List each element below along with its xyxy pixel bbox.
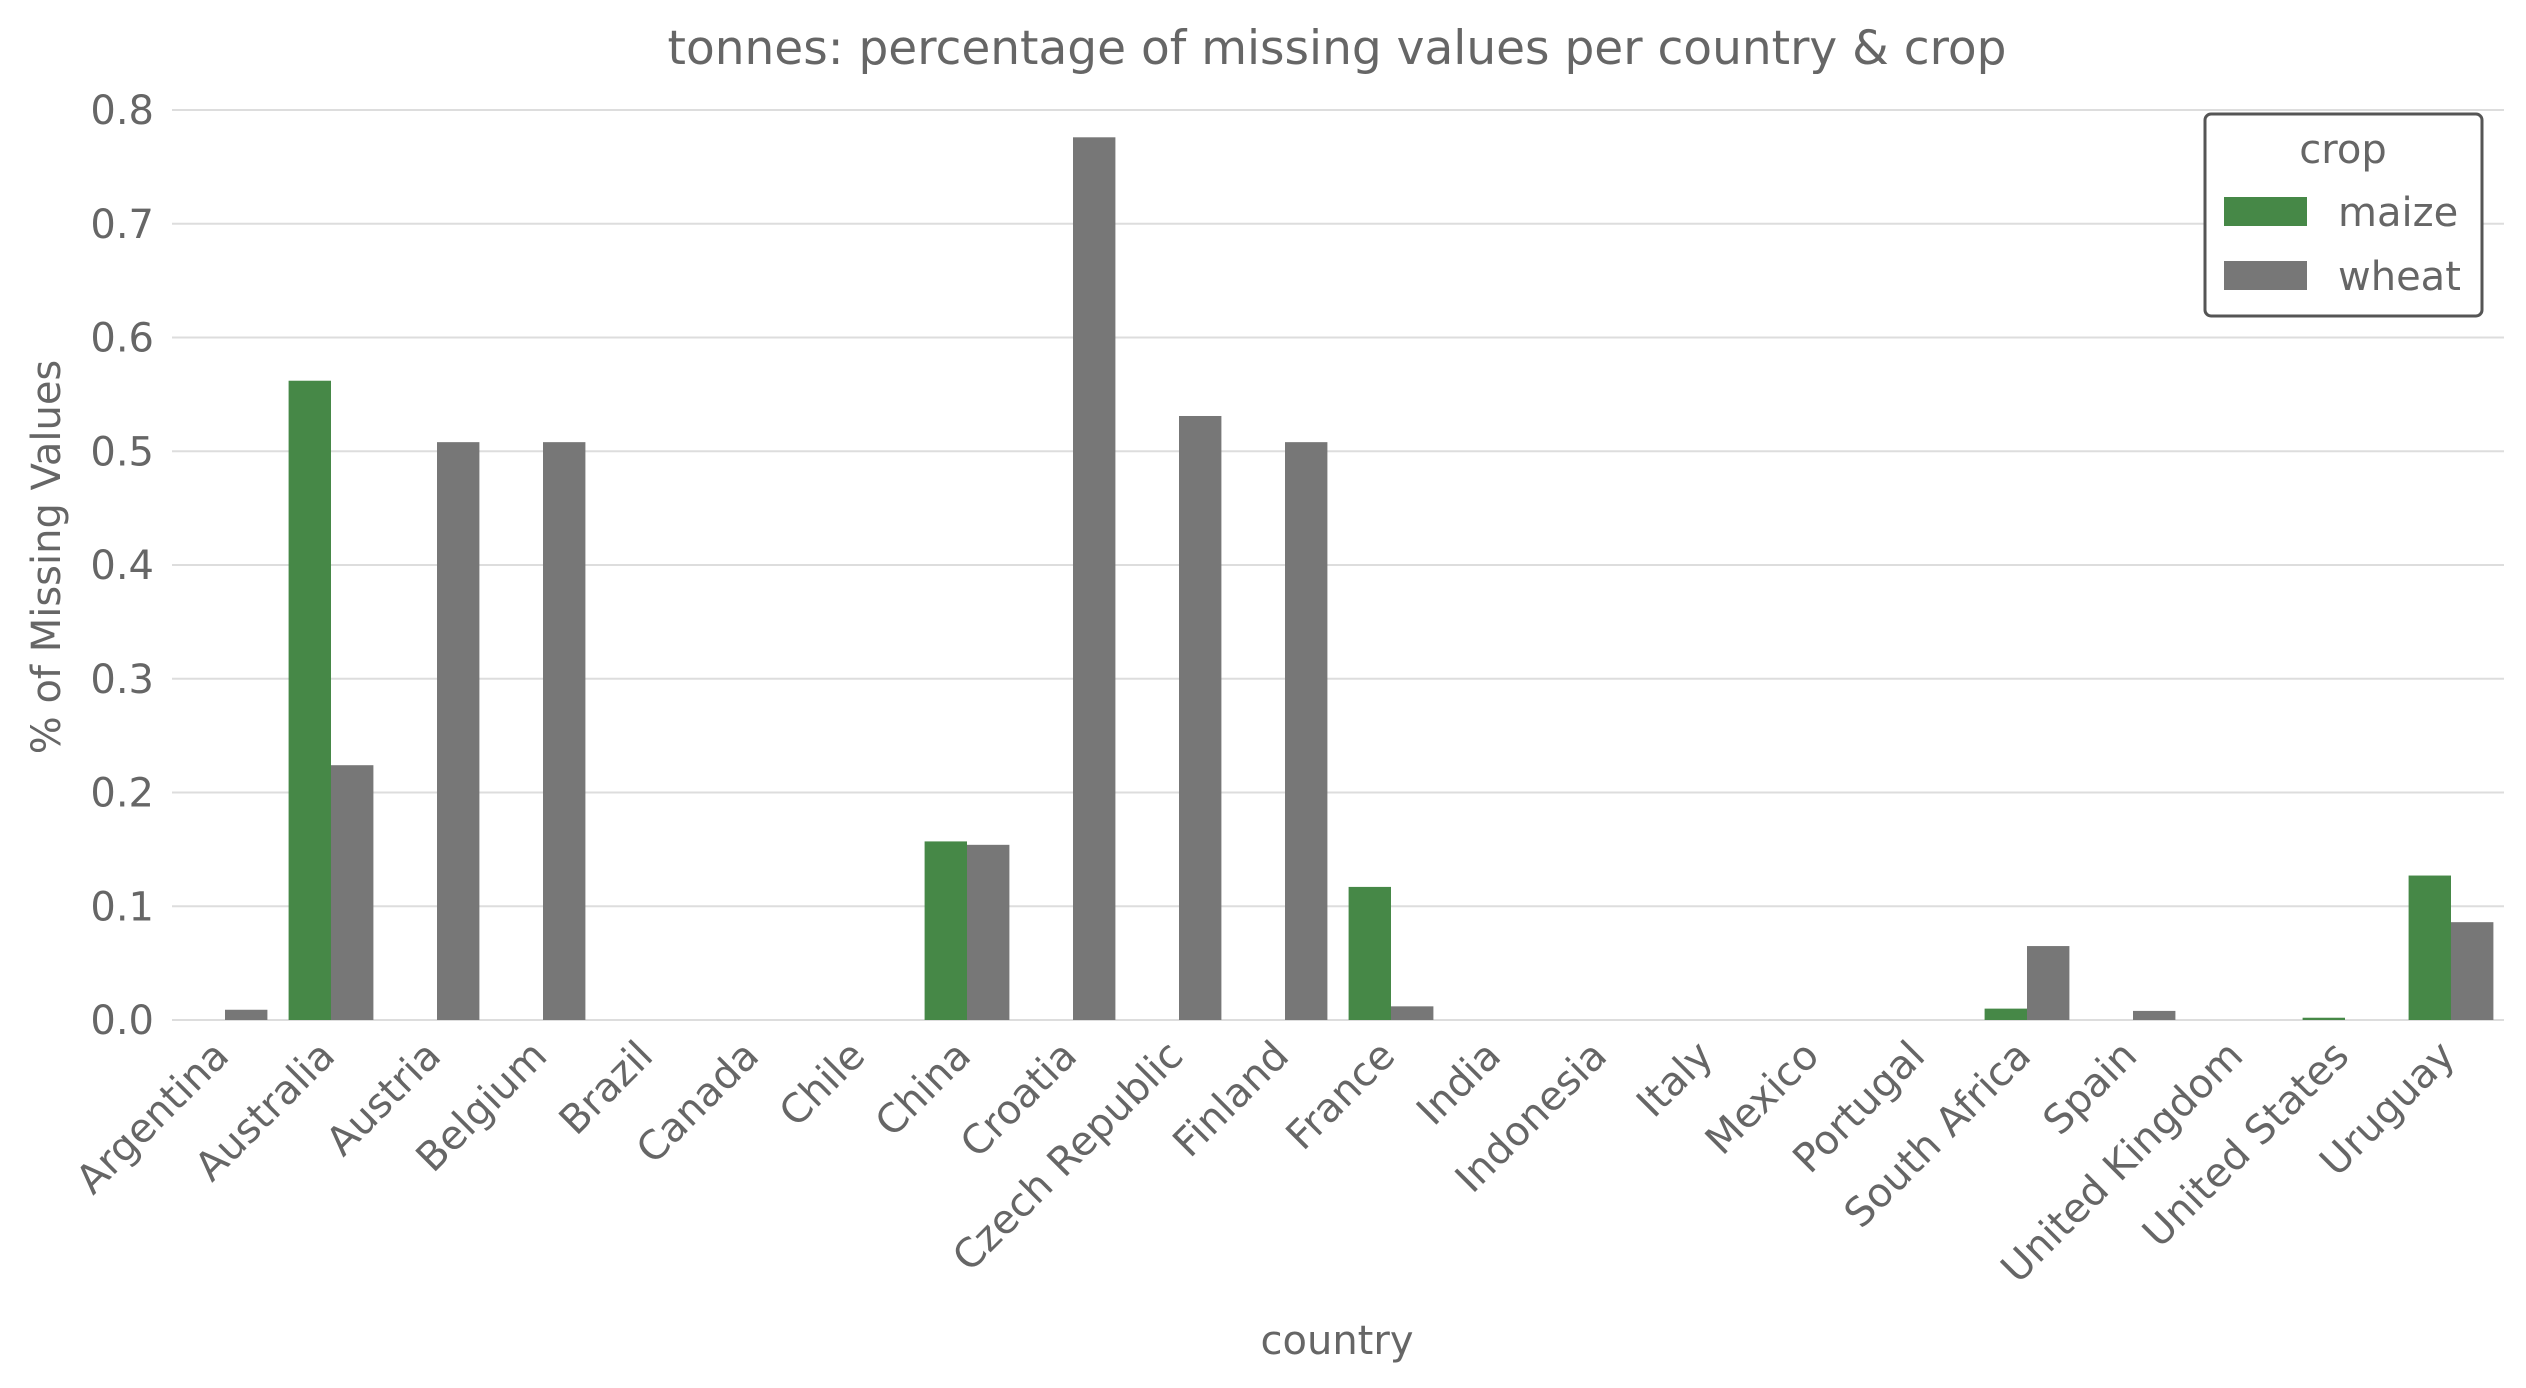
bar-maize-united-states — [2302, 1017, 2345, 1020]
bar-wheat-czech-republic — [1179, 415, 1222, 1020]
chart-title: tonnes: percentage of missing values per… — [668, 21, 2007, 76]
bar-wheat-uruguay — [2451, 922, 2494, 1020]
y-tick-label: 0.1 — [90, 884, 154, 930]
bar-maize-uruguay — [2408, 875, 2451, 1020]
bar-wheat-australia — [331, 765, 374, 1020]
bar-wheat-belgium — [543, 442, 586, 1020]
y-tick-label: 0.5 — [90, 429, 154, 475]
bar-maize-france — [1348, 886, 1391, 1020]
legend-title: crop — [2299, 127, 2386, 173]
bar-wheat-argentina — [225, 1009, 268, 1020]
x-axis-label: country — [1261, 1318, 1414, 1364]
y-tick-label: 0.4 — [90, 543, 154, 589]
y-tick-label: 0.6 — [90, 316, 154, 362]
y-tick-label: 0.2 — [90, 771, 154, 817]
legend: crop maize wheat — [2203, 112, 2484, 318]
bar-wheat-finland — [1285, 442, 1328, 1020]
bar-wheat-austria — [437, 442, 480, 1020]
legend-label-wheat: wheat — [2338, 254, 2461, 300]
x-tick-label: South Africa — [1836, 1033, 2040, 1237]
bars — [225, 137, 2494, 1021]
x-tick-label: Finland — [1164, 1033, 1298, 1167]
bar-maize-south-africa — [1984, 1008, 2027, 1020]
y-tick-label: 0.0 — [90, 998, 154, 1044]
bar-wheat-china — [967, 844, 1010, 1020]
y-tick-labels: 0.0 0.1 0.2 0.3 0.4 0.5 0.6 0.7 0.8 — [90, 88, 154, 1044]
y-tick-label: 0.8 — [90, 88, 154, 134]
bar-wheat-croatia — [1073, 137, 1116, 1021]
x-tick-label: India — [1408, 1033, 1510, 1135]
x-tick-labels: ArgentinaAustraliaAustriaBelgiumBrazilCa… — [68, 1033, 2465, 1293]
x-tick-label: Chile — [771, 1033, 874, 1136]
bar-wheat-france — [1391, 1006, 1434, 1020]
bar-maize-china — [924, 841, 967, 1020]
bar-maize-australia — [288, 380, 331, 1021]
bar-wheat-spain — [2133, 1010, 2176, 1020]
legend-swatch-wheat — [2224, 261, 2307, 290]
y-tick-label: 0.3 — [90, 657, 154, 703]
legend-label-maize: maize — [2338, 190, 2458, 236]
bar-wheat-south-africa — [2027, 946, 2070, 1020]
y-tick-label: 0.7 — [90, 202, 154, 248]
x-tick-label: Italy — [1628, 1033, 1722, 1127]
legend-swatch-maize — [2224, 197, 2307, 226]
gridlines — [172, 109, 2504, 1021]
y-axis-label: % of Missing Values — [24, 360, 70, 755]
x-tick-label: France — [1277, 1033, 1404, 1160]
